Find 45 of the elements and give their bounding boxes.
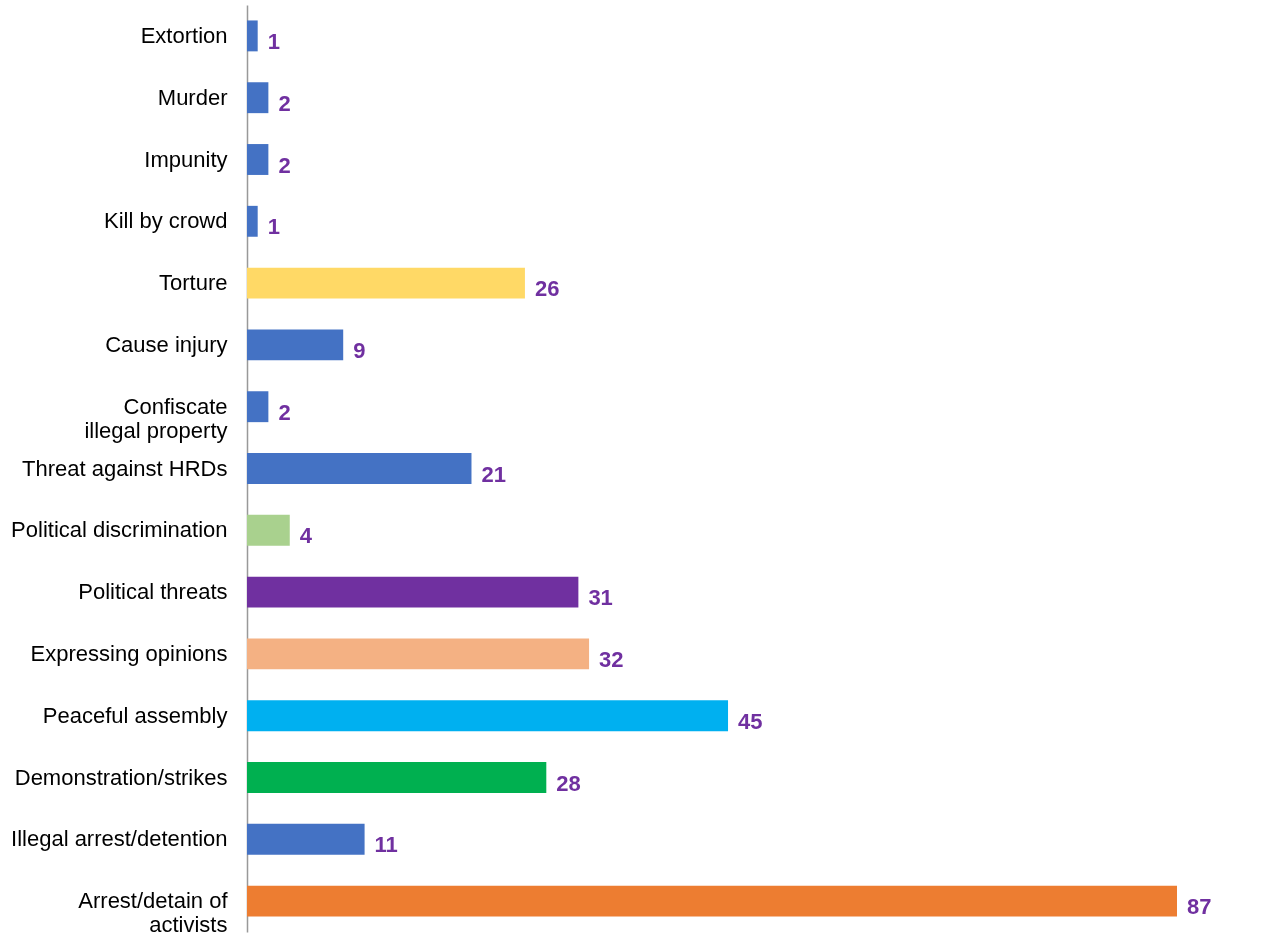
bar xyxy=(247,20,258,52)
data-label: 1 xyxy=(267,28,280,54)
bar xyxy=(247,823,365,855)
data-label: 11 xyxy=(374,832,398,858)
y-tick-label: Political discrimination xyxy=(11,517,228,543)
y-tick-label: Murder xyxy=(157,84,228,110)
bar xyxy=(247,885,1177,917)
y-tick-label: Cause injury xyxy=(105,331,228,357)
bar xyxy=(247,762,547,793)
y-tick-label: Peaceful assembly xyxy=(42,702,228,728)
y-tick-label: Threat against HRDs xyxy=(22,455,228,481)
data-label: 2 xyxy=(278,152,291,178)
bar xyxy=(247,205,258,237)
y-tick-label: Arrest/detain of activists xyxy=(78,888,229,938)
y-tick-label: Confiscate illegal property xyxy=(84,393,228,443)
bar xyxy=(247,144,269,175)
data-label: 1 xyxy=(267,214,280,240)
y-tick-label: Kill by crowd xyxy=(104,208,228,234)
data-label: 87 xyxy=(1187,894,1212,920)
y-tick-label: Extortion xyxy=(140,22,228,48)
data-label: 21 xyxy=(481,461,506,487)
bar xyxy=(247,329,344,361)
y-tick-label: Torture xyxy=(159,270,228,296)
bar xyxy=(247,576,579,608)
data-label: 31 xyxy=(588,585,613,611)
bar xyxy=(247,267,525,299)
bar xyxy=(247,82,269,114)
data-label: 2 xyxy=(278,90,291,116)
y-tick-label: Demonstration/strikes xyxy=(14,764,228,790)
data-label: 26 xyxy=(534,276,560,302)
bar xyxy=(247,638,590,670)
bar xyxy=(247,514,290,546)
bar xyxy=(247,453,472,484)
data-label: 45 xyxy=(738,708,763,734)
y-tick-label: Political threats xyxy=(78,579,228,605)
y-tick-label: Impunity xyxy=(144,146,228,172)
data-label: 2 xyxy=(278,399,291,425)
bar xyxy=(247,391,269,423)
y-tick-label: Illegal arrest/detention xyxy=(11,826,228,852)
data-label: 28 xyxy=(556,770,581,796)
data-label: 9 xyxy=(353,337,366,363)
data-label: 32 xyxy=(599,646,624,672)
data-label: 4 xyxy=(299,523,313,549)
bar xyxy=(247,700,729,732)
y-tick-label: Expressing opinions xyxy=(30,640,228,666)
